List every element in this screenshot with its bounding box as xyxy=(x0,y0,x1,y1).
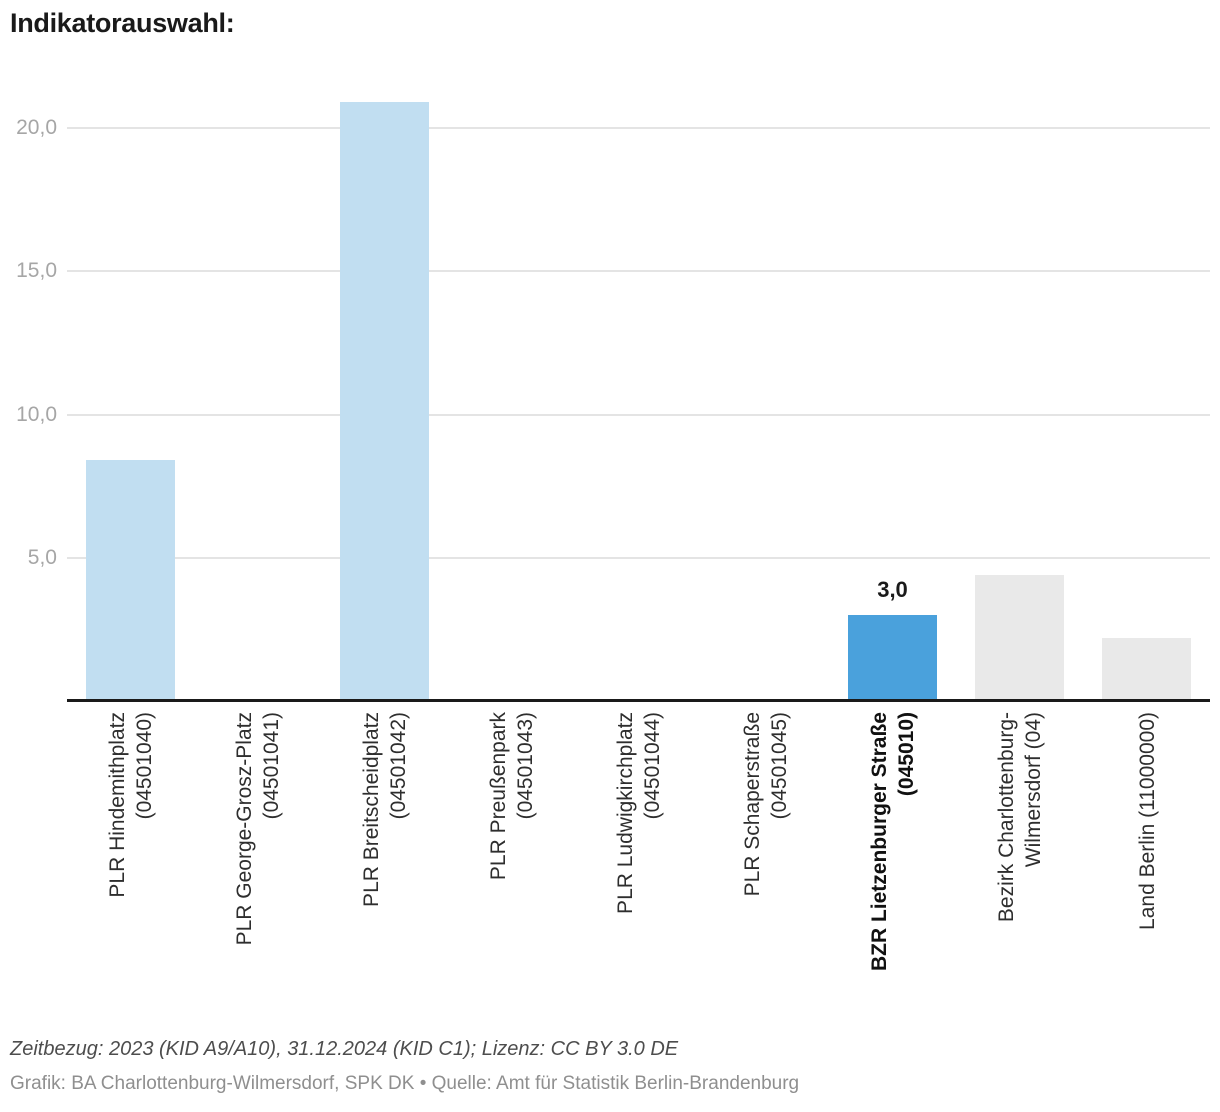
footer-time-reference: Zeitbezug: 2023 (KID A9/A10), 31.12.2024… xyxy=(10,1038,679,1060)
y-axis-tick-label: 5,0 xyxy=(27,545,57,569)
x-axis-label: PLR Breitscheidplatz (04501042) xyxy=(357,712,413,1052)
bar xyxy=(340,102,429,701)
x-axis-label-line: PLR Ludwigkirchplatz xyxy=(613,712,637,914)
x-axis-label: BZR Lietzenburger Straße (045010) xyxy=(865,712,921,1052)
bar xyxy=(1102,637,1191,701)
x-axis-label-line: BZR Lietzenburger Straße xyxy=(867,712,891,972)
gridline xyxy=(67,556,1210,559)
x-axis-label-line: (04501040) xyxy=(132,712,156,820)
x-axis-label: PLR Schaperstraße (04501045) xyxy=(738,712,794,1052)
y-axis-tick-label: 20,0 xyxy=(16,116,57,140)
x-axis-label-line: PLR Preußenpark xyxy=(486,712,510,881)
x-axis-label-line: Bezirk Charlottenburg- xyxy=(994,712,1018,923)
x-axis-label-line: (04501043) xyxy=(513,712,537,820)
bar-value-label: 3,0 xyxy=(877,577,908,603)
x-axis-line xyxy=(67,699,1210,702)
gridline xyxy=(67,413,1210,416)
gridline xyxy=(67,270,1210,273)
x-axis-label-line: PLR George-Grosz-Platz xyxy=(232,712,256,946)
bar xyxy=(975,574,1064,701)
x-axis-label-line: (04501044) xyxy=(640,712,664,820)
gridline xyxy=(67,127,1210,130)
y-axis-tick-label: 15,0 xyxy=(16,259,57,283)
x-axis-label-line: (04501041) xyxy=(259,712,283,820)
x-axis-label-line: PLR Hindemithplatz xyxy=(105,712,129,898)
x-axis-label: PLR Hindemithplatz (04501040) xyxy=(103,712,159,1052)
chart-title: Indikatorauswahl: xyxy=(10,8,235,38)
x-axis-label-line: (04501045) xyxy=(767,712,791,820)
x-axis-label-line: PLR Schaperstraße xyxy=(740,712,764,897)
x-axis-label-line: (04501042) xyxy=(386,712,410,820)
x-axis-label-line: Land Berlin (11000000) xyxy=(1135,712,1158,930)
footer-source-credit: Grafik: BA Charlottenburg-Wilmersdorf, S… xyxy=(10,1073,800,1094)
x-axis-label-line: (045010) xyxy=(894,712,918,797)
x-axis-label-line: Wilmersdorf (04) xyxy=(1021,712,1045,868)
x-axis-label: PLR Preußenpark (04501043) xyxy=(484,712,540,1052)
x-axis-label: Land Berlin (11000000) xyxy=(1119,712,1175,1052)
y-axis-tick-label: 10,0 xyxy=(16,402,57,426)
bar xyxy=(86,460,175,701)
x-axis-label: PLR Ludwigkirchplatz (04501044) xyxy=(611,712,667,1052)
x-axis-label: Bezirk Charlottenburg- Wilmersdorf (04) xyxy=(992,712,1048,1052)
x-axis-label-line: PLR Breitscheidplatz xyxy=(359,712,383,907)
bar xyxy=(848,615,937,701)
x-axis-label: PLR George-Grosz-Platz (04501041) xyxy=(230,712,286,1052)
